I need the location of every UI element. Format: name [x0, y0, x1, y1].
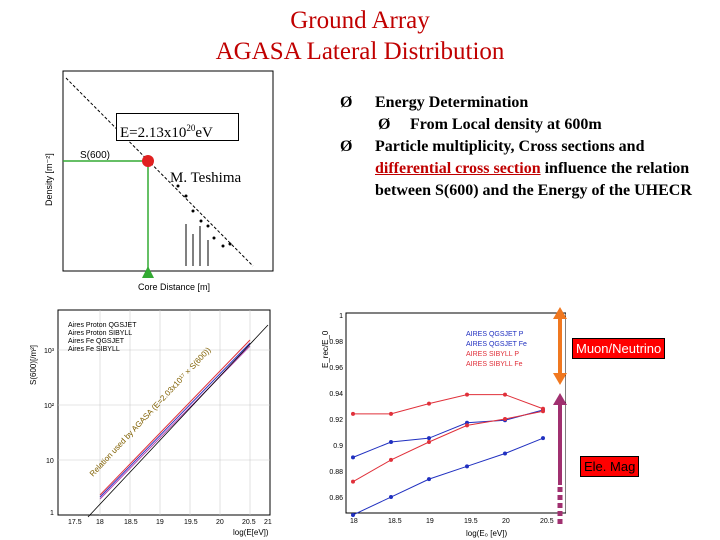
- series-point: [389, 411, 393, 416]
- energy-label-box: E=2.13x1020eV: [116, 113, 239, 141]
- series-point: [465, 423, 469, 428]
- svg-text:0.98: 0.98: [329, 339, 343, 346]
- svg-text:Aires Proton QGSJET: Aires Proton QGSJET: [68, 322, 137, 329]
- y-axis-label: S(600)[/m²]: [29, 345, 38, 385]
- svg-text:17.5: 17.5: [68, 519, 82, 526]
- data-points: [176, 184, 232, 266]
- muon-neutrino-label: Muon/Neutrino: [572, 338, 666, 359]
- svg-text:19.5: 19.5: [464, 518, 478, 525]
- svg-text:0.86: 0.86: [329, 495, 343, 502]
- svg-text:Aires Proton SIBYLL: Aires Proton SIBYLL: [68, 330, 132, 337]
- svg-text:18.5: 18.5: [124, 519, 138, 526]
- series-point: [389, 440, 393, 444]
- series-point: [389, 495, 393, 500]
- svg-text:AIRES SIBYLL Fe: AIRES SIBYLL Fe: [466, 361, 523, 368]
- y-axis-label: E_rec/E_0: [321, 330, 330, 368]
- svg-text:AIRES QGSJET Fe: AIRES QGSJET Fe: [466, 341, 527, 348]
- svg-text:AIRES QGSJET P: AIRES QGSJET P: [466, 331, 524, 338]
- svg-text:1: 1: [50, 510, 54, 517]
- svg-text:20.5: 20.5: [242, 519, 256, 526]
- svg-text:10²: 10²: [44, 403, 55, 410]
- s600-marker: [142, 155, 154, 167]
- series-group: [351, 392, 545, 517]
- svg-text:20: 20: [216, 519, 224, 526]
- title-line-1: Ground Array: [290, 7, 430, 34]
- svg-text:19: 19: [156, 519, 164, 526]
- svg-text:1: 1: [339, 313, 343, 320]
- series-point: [503, 451, 507, 456]
- fit-line: [65, 77, 254, 267]
- series-point: [541, 436, 545, 441]
- svg-text:18: 18: [350, 518, 358, 525]
- em-label: Ele. Mag: [580, 456, 640, 477]
- series-line-0: [352, 409, 544, 458]
- svg-text:21: 21: [264, 519, 272, 526]
- svg-text:18.5: 18.5: [388, 518, 402, 525]
- title-line-2: AGASA Lateral Distribution: [215, 38, 505, 65]
- series-line-1: [353, 394, 544, 415]
- svg-text:Aires Fe QGSJET: Aires Fe QGSJET: [68, 338, 125, 345]
- bullet-2: Ø Particle multiplicity, Cross sections a…: [340, 138, 692, 199]
- svg-text:AIRES SIBYLL P: AIRES SIBYLL P: [466, 351, 519, 358]
- lateral-distribution-plot: Density [m⁻²] Core Distance [m] S(600): [44, 70, 274, 292]
- series-point: [351, 411, 355, 416]
- y-ticks: 10³ 10² 10 1: [44, 348, 55, 517]
- erec-ratio-plot: E_rec/E_0 log(E₀ [eV]) AIRES QGSJET P AI…: [321, 312, 566, 538]
- series-point: [465, 392, 469, 397]
- s600-label: S(600): [80, 150, 110, 161]
- svg-text:19.5: 19.5: [184, 519, 198, 526]
- series-point: [541, 409, 545, 414]
- svg-text:0.88: 0.88: [329, 469, 343, 476]
- legend: Aires Proton QGSJET Aires Proton SIBYLL …: [68, 322, 137, 353]
- svg-text:0.9: 0.9: [333, 443, 343, 450]
- series-point: [427, 401, 431, 406]
- series-point: [427, 436, 431, 441]
- s600-energy-plot: S(600)[/m²] log(E[eV]) Relation used by …: [29, 309, 272, 537]
- bullet-list: Ø Energy Determination Ø From Local densit…: [340, 92, 710, 202]
- legend: AIRES QGSJET P AIRES QGSJET Fe AIRES SIB…: [466, 331, 527, 368]
- svg-text:10: 10: [46, 458, 54, 465]
- series-point: [503, 392, 507, 397]
- series-point: [389, 457, 393, 462]
- series-point: [351, 512, 355, 517]
- y-axis-label: Density [m⁻²]: [44, 153, 54, 206]
- svg-text:10³: 10³: [44, 348, 55, 355]
- series-point: [351, 455, 355, 460]
- side-arrows: [553, 307, 567, 525]
- bullet-1: Ø Energy Determination: [340, 94, 529, 111]
- bullet-1-sub: Ø From Local density at 600m: [378, 116, 602, 133]
- series-line-3: [352, 410, 544, 483]
- series-point: [427, 440, 431, 444]
- svg-text:18: 18: [96, 519, 104, 526]
- svg-text:0.94: 0.94: [329, 391, 343, 398]
- svg-text:20: 20: [502, 518, 510, 525]
- series-point: [427, 477, 431, 482]
- x-axis-label: log(E[eV]): [233, 528, 269, 537]
- svg-text:19: 19: [426, 518, 434, 525]
- series-point: [465, 464, 469, 469]
- x-axis-label: Core Distance [m]: [138, 282, 210, 292]
- author-label: M. Teshima: [170, 170, 242, 186]
- series-point: [351, 479, 355, 484]
- x-ticks: 17.5 18 18.5 19 19.5 20 20.5 21: [68, 519, 272, 526]
- svg-text:0.96: 0.96: [329, 365, 343, 372]
- svg-text:0.92: 0.92: [329, 417, 343, 424]
- svg-text:Aires Fe SIBYLL: Aires Fe SIBYLL: [68, 346, 120, 353]
- svg-text:20.5: 20.5: [540, 518, 554, 525]
- x-ticks: 18 18.5 19 19.5 20 20.5: [350, 518, 554, 525]
- x-axis-label: log(E₀ [eV]): [466, 529, 507, 538]
- series-point: [503, 416, 507, 421]
- core-arrow: [142, 266, 154, 278]
- series-lines: [87, 324, 269, 518]
- series-line-2: [352, 437, 544, 516]
- y-ticks: 1 0.98 0.96 0.94 0.92 0.9 0.88 0.86: [329, 313, 343, 502]
